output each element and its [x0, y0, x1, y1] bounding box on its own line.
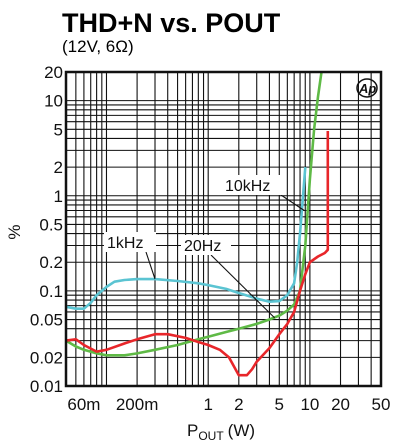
- x-tick-label: 5: [275, 395, 284, 414]
- grid-lines: [66, 72, 381, 386]
- y-tick-labels: 20 10 5 2 1 0.5 0.2 0.1 0.05 0.02 0.01: [30, 63, 63, 396]
- annotation-leader: [210, 254, 276, 319]
- x-tick-label: 1: [203, 395, 212, 414]
- x-tick-label: 60m: [67, 395, 100, 414]
- x-axis-label-sub: OUT: [198, 429, 224, 443]
- series-10khz-line: [65, 131, 330, 377]
- x-tick-label: 50: [372, 395, 391, 414]
- annotation-leader: [145, 251, 156, 280]
- y-tick-label: 0.1: [39, 282, 63, 301]
- y-axis-label: %: [5, 224, 24, 239]
- annotation-bg: [181, 235, 231, 255]
- annotation-bg: [222, 175, 285, 195]
- y-tick-label: 1: [54, 187, 63, 206]
- x-tick-label: 10: [300, 395, 319, 414]
- y-tick-label: 10: [44, 92, 63, 111]
- y-tick-label: 0.01: [30, 377, 63, 396]
- x-axis-label-main: P: [187, 421, 198, 440]
- series-20hz-line: [65, 71, 323, 357]
- annotation-layer: 1kHz 20Hz 10kHz: [104, 175, 305, 319]
- x-tick-label: 20: [331, 395, 350, 414]
- x-tick-label: 2: [234, 395, 243, 414]
- y-tick-label: 20: [44, 63, 63, 82]
- chart-subtitle: (12V, 6Ω): [62, 37, 134, 56]
- plot-frame: [64, 70, 383, 388]
- y-tick-label: 0.5: [39, 215, 63, 234]
- y-tick-label: 0.05: [30, 311, 63, 330]
- y-tick-label: 0.02: [30, 348, 63, 367]
- annotation-bg: [104, 232, 156, 252]
- series-1khz-line: [65, 166, 307, 310]
- y-tick-label: 0.2: [39, 253, 63, 272]
- annotation-leader: [280, 194, 305, 211]
- x-tick-labels: 60m 200m 1 2 5 10 20 50: [67, 395, 390, 414]
- audio-precision-logo: Ap: [356, 78, 378, 98]
- x-axis-label: POUT (W): [187, 421, 255, 443]
- annotation-10khz-label: 10kHz: [225, 178, 270, 195]
- x-axis-label-unit: (W): [228, 421, 255, 440]
- series-layer: [65, 71, 330, 377]
- svg-text:Ap: Ap: [358, 81, 376, 96]
- annotation-20hz-label: 20Hz: [184, 238, 221, 255]
- y-tick-label: 5: [54, 120, 63, 139]
- x-tick-label: 200m: [116, 395, 159, 414]
- chart-title: THD+N vs. POUT: [62, 8, 281, 38]
- annotation-1khz-label: 1kHz: [107, 235, 143, 252]
- y-tick-label: 2: [54, 158, 63, 177]
